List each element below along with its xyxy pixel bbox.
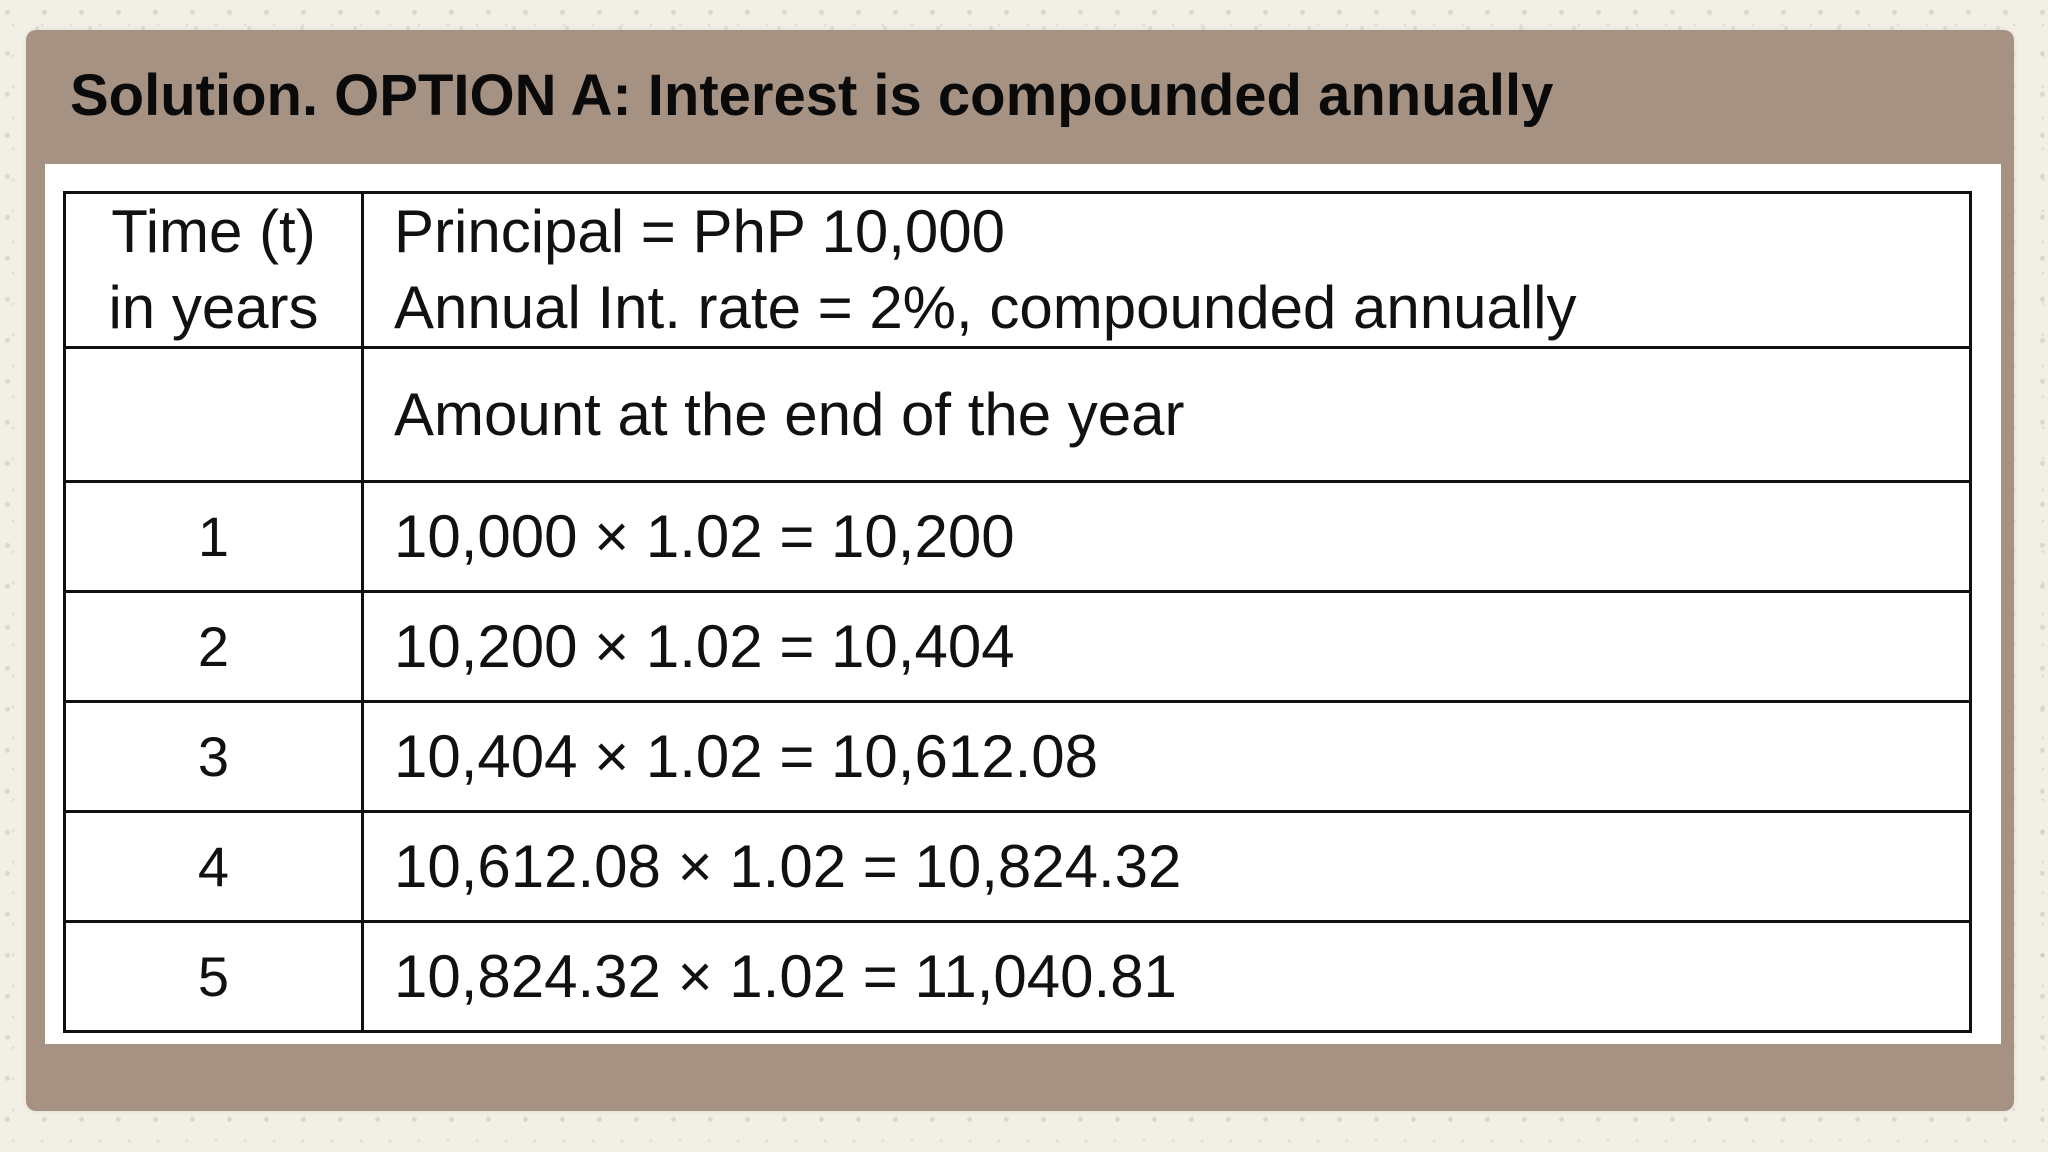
table-row: 3 10,404 × 1.02 = 10,612.08 <box>63 700 1972 813</box>
year-cell: 3 <box>63 700 364 813</box>
year-cell: 1 <box>63 480 364 593</box>
table-subheader-row: Amount at the end of the year <box>63 346 1972 483</box>
calculation-cell: 10,200 × 1.02 = 10,404 <box>361 590 1972 703</box>
year-cell: 5 <box>63 920 364 1033</box>
time-header-line1: Time (t) <box>111 198 316 265</box>
table-row: 2 10,200 × 1.02 = 10,404 <box>63 590 1972 703</box>
table-panel: Time (t) in years Principal = PhP 10,000… <box>45 164 2001 1044</box>
interest-rate-label: Annual Int. rate = 2%, compounded annual… <box>394 274 1577 341</box>
table-row: 1 10,000 × 1.02 = 10,200 <box>63 480 1972 593</box>
calculation-cell: 10,000 × 1.02 = 10,200 <box>361 480 1972 593</box>
empty-cell <box>63 346 364 483</box>
time-header-cell: Time (t) in years <box>63 191 364 349</box>
table-row: 4 10,612.08 × 1.02 = 10,824.32 <box>63 810 1972 923</box>
amount-subheader: Amount at the end of the year <box>361 346 1972 483</box>
calculation-cell: 10,824.32 × 1.02 = 11,040.81 <box>361 920 1972 1033</box>
time-header-line2: in years <box>108 274 319 341</box>
calculation-cell: 10,612.08 × 1.02 = 10,824.32 <box>361 810 1972 923</box>
slide-title: Solution. OPTION A: Interest is compound… <box>70 63 1554 128</box>
table-row: 5 10,824.32 × 1.02 = 11,040.81 <box>63 920 1972 1033</box>
compound-interest-table: Time (t) in years Principal = PhP 10,000… <box>63 191 1972 1033</box>
year-cell: 2 <box>63 590 364 703</box>
year-cell: 4 <box>63 810 364 923</box>
principal-label: Principal = PhP 10,000 <box>394 198 1005 265</box>
calculation-cell: 10,404 × 1.02 = 10,612.08 <box>361 700 1972 813</box>
principal-header-cell: Principal = PhP 10,000 Annual Int. rate … <box>361 191 1972 349</box>
slide-frame: Solution. OPTION A: Interest is compound… <box>26 30 2014 1111</box>
table-header-row: Time (t) in years Principal = PhP 10,000… <box>63 191 1972 349</box>
